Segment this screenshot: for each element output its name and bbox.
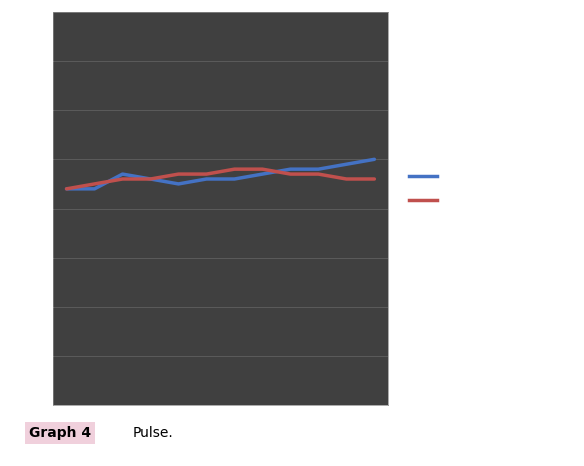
Legend: INTRA VENOUS, INTRA NASAL: INTRA VENOUS, INTRA NASAL <box>404 166 535 211</box>
Text: Pulse.: Pulse. <box>133 426 173 440</box>
Text: Graph 4: Graph 4 <box>29 426 91 440</box>
